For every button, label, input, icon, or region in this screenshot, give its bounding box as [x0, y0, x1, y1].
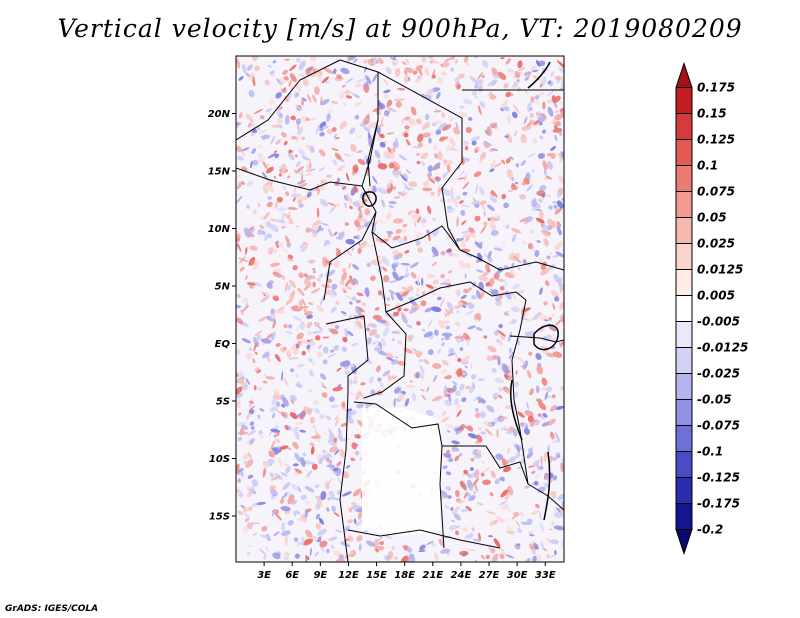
border-angola-zambia [439, 445, 445, 549]
lon-tick-label: 12E [338, 570, 359, 581]
lat-tick-label: 10N [208, 224, 231, 235]
lakes [362, 61, 559, 521]
border-car-drc [385, 281, 527, 313]
latitude-axis: 20N 15N 10N 5N EQ 5S 10S 15S [208, 109, 236, 523]
colorbar-segment [675, 373, 693, 400]
colorbar-top-arrow [675, 61, 693, 88]
colorbar-segment [675, 191, 693, 218]
country-borders [236, 59, 564, 562]
lat-tick-label: 15N [208, 167, 231, 178]
vertical-velocity-field [236, 56, 564, 562]
colorbar-label: 0.15 [697, 107, 727, 121]
colorbar-label: 0.05 [697, 211, 727, 225]
lon-tick-label: 9E [313, 570, 327, 581]
longitude-axis: 3E 6E 9E 12E 15E 18E 21E 24E 27E 30E 33E [257, 562, 556, 581]
colorbar-label: -0.05 [697, 393, 732, 407]
lat-tick-label: 10S [209, 454, 230, 465]
colorbar-segment [675, 321, 693, 348]
colorbar-label: 0.025 [697, 237, 735, 251]
colorbar-segment [675, 451, 693, 478]
border-chad-niger [361, 72, 379, 187]
border-nile-region [367, 119, 379, 187]
colorbar-label: -0.2 [697, 523, 723, 537]
lat-tick-label: 20N [208, 109, 231, 120]
colorbar-segment [675, 425, 693, 452]
lon-tick-label: 3E [257, 570, 271, 581]
colorbar-label: -0.0125 [697, 341, 748, 355]
border-gabon-congo [325, 315, 369, 392]
colorbar: 0.175 0.15 0.125 0.1 0.075 0.05 0.025 0.0125 0.0… [675, 61, 748, 556]
lake-chad [362, 191, 377, 207]
colorbar-label: -0.005 [697, 315, 740, 329]
border-nigeria-cameroon [323, 185, 377, 301]
colorbar-segment [675, 503, 693, 530]
lon-tick-label: 18E [394, 570, 415, 581]
colorbar-segment [675, 217, 693, 244]
colorbar-label: -0.075 [697, 419, 740, 433]
lon-tick-label: 21E [422, 570, 443, 581]
lon-tick-label: 33E [535, 570, 556, 581]
colorbar-label: 0.1 [697, 159, 718, 173]
plot-title: Vertical velocity [m/s] at 900hPa, VT: 2… [57, 14, 743, 43]
colorbar-segment [675, 269, 693, 296]
colorbar-label: -0.025 [697, 367, 740, 381]
border-congo-drc [363, 311, 407, 399]
border-cameroon-car [371, 231, 387, 313]
lon-tick-label: 24E [451, 570, 472, 581]
colorbar-label: 0.175 [697, 81, 735, 95]
colorbar-bottom-arrow [675, 529, 693, 556]
lon-tick-label: 6E [285, 570, 299, 581]
lat-tick-label: 5N [215, 282, 231, 293]
colorbar-segment [675, 243, 693, 270]
lake-tanganyika [510, 379, 523, 441]
lat-tick-label: 5S [216, 397, 230, 408]
colorbar-segment [675, 165, 693, 192]
colorbar-segment [675, 87, 693, 114]
border-drc-zambia [442, 445, 529, 485]
border-chad-car [371, 211, 461, 251]
colorbar-segment [675, 295, 693, 322]
colorbar-label: 0.075 [697, 185, 735, 199]
lake-victoria [533, 324, 559, 351]
border-uganda-tz [509, 335, 564, 343]
lat-tick-label: 15S [209, 512, 230, 523]
lon-tick-label: 15E [366, 570, 387, 581]
border-sudan-southsudan [459, 249, 564, 271]
border-angola-namibia [347, 529, 501, 549]
colorbar-segment [675, 477, 693, 504]
colorbar-segment [675, 399, 693, 426]
lake-malawi [543, 451, 551, 521]
border-libya-chad [339, 59, 463, 162]
border-niger-nigeria [236, 167, 363, 191]
lon-tick-label: 27E [479, 570, 500, 581]
lon-tick-label: 30E [507, 570, 528, 581]
colorbar-label: 0.125 [697, 133, 735, 147]
grads-credit: GrADS: IGES/COLA [5, 604, 99, 614]
map-frame [235, 55, 565, 563]
border-chad-sudan [441, 161, 463, 251]
colorbar-label: 0.005 [697, 289, 735, 303]
border-libya-niger [236, 59, 341, 141]
border-drc-angola [353, 401, 443, 447]
colorbar-label: 0.0125 [697, 263, 743, 277]
colorbar-segment [675, 113, 693, 140]
colorbar-label: -0.1 [697, 445, 723, 459]
colorbar-segment [675, 347, 693, 374]
colorbar-label: -0.175 [697, 497, 740, 511]
red-sea-coast [527, 61, 551, 89]
colorbar-segment [675, 139, 693, 166]
lat-tick-label: EQ [215, 339, 231, 350]
colorbar-label: -0.125 [697, 471, 740, 485]
border-namibia-coast [339, 391, 349, 562]
